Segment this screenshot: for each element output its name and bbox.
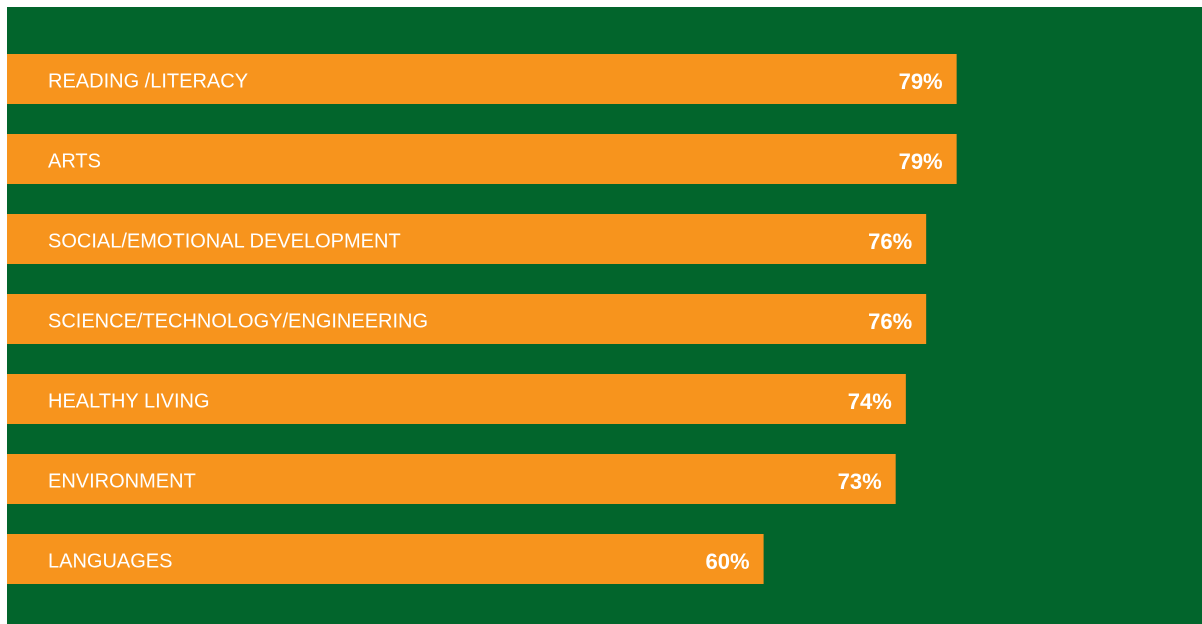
category-label: ENVIRONMENT (48, 470, 196, 492)
value-label: 79% (899, 149, 943, 174)
bar (7, 214, 927, 264)
bar (7, 134, 957, 184)
value-label: 60% (706, 549, 750, 574)
category-label: ARTS (48, 150, 101, 172)
value-label: 74% (848, 389, 892, 414)
category-label: HEALTHY LIVING (48, 390, 210, 412)
value-label: 79% (899, 69, 943, 94)
value-label: 76% (868, 309, 912, 334)
bar (7, 534, 764, 584)
category-label: SCIENCE/TECHNOLOGY/ENGINEERING (48, 310, 428, 332)
category-label: LANGUAGES (48, 550, 172, 572)
bar (7, 454, 896, 504)
value-label: 76% (868, 229, 912, 254)
bar (7, 294, 927, 344)
category-label: READING /LITERACY (48, 70, 248, 92)
value-label: 73% (838, 469, 882, 494)
bar (7, 374, 906, 424)
category-label: SOCIAL/EMOTIONAL DEVELOPMENT (48, 230, 401, 252)
bar (7, 54, 957, 104)
